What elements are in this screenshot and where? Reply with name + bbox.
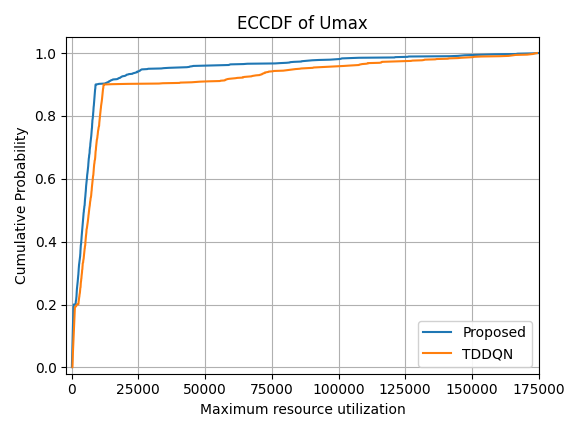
Proposed: [89, 120, 96, 125]
Legend: Proposed, TDDQN: Proposed, TDDQN: [418, 321, 532, 367]
Proposed: [86, 149, 93, 154]
Proposed: [68, 365, 75, 370]
Proposed: [535, 51, 542, 56]
TDDQN: [70, 333, 77, 338]
TDDQN: [92, 149, 99, 154]
TDDQN: [84, 226, 90, 232]
TDDQN: [69, 365, 76, 370]
TDDQN: [534, 51, 541, 56]
TDDQN: [96, 114, 103, 119]
TDDQN: [82, 238, 89, 243]
TDDQN: [96, 120, 103, 125]
Line: Proposed: Proposed: [72, 53, 538, 367]
Y-axis label: Cumulative Probability: Cumulative Probability: [15, 127, 29, 284]
Proposed: [79, 226, 86, 232]
Proposed: [78, 238, 85, 243]
Proposed: [69, 333, 76, 338]
X-axis label: Maximum resource utilization: Maximum resource utilization: [200, 403, 405, 417]
Title: ECCDF of Umax: ECCDF of Umax: [237, 15, 368, 33]
Proposed: [89, 114, 96, 119]
Line: TDDQN: TDDQN: [72, 53, 537, 367]
